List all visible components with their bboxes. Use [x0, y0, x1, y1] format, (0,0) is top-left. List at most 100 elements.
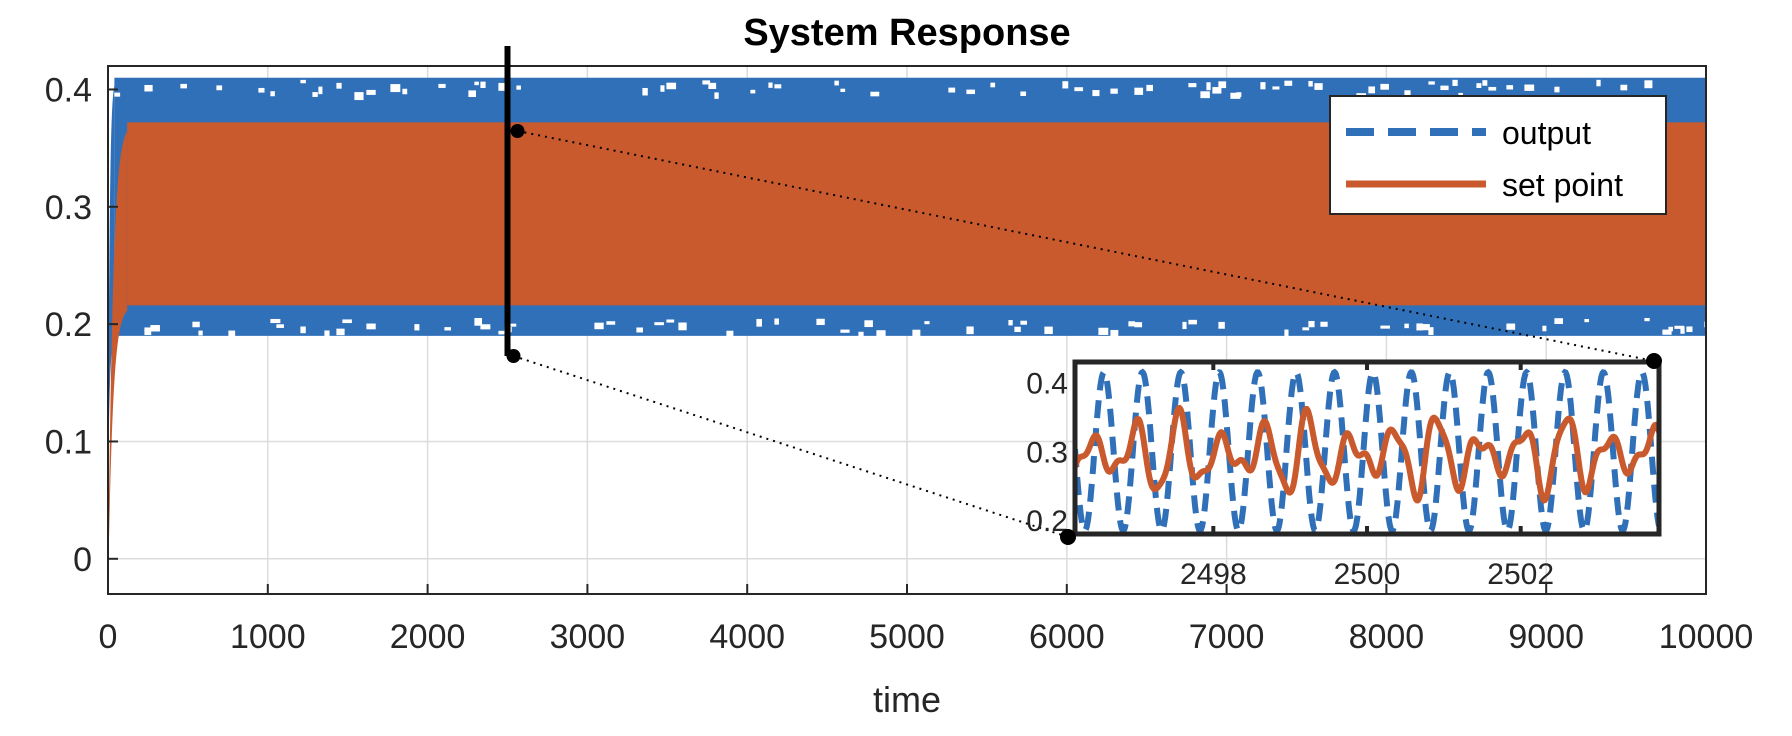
dash-gap — [228, 330, 236, 338]
dash-gap — [1284, 80, 1293, 86]
dash-gap — [1584, 319, 1589, 323]
series-transient — [108, 85, 115, 501]
dash-gap — [1236, 92, 1242, 97]
dash-gap — [480, 324, 491, 330]
y-tick-label: 0.2 — [45, 306, 92, 344]
x-axis-ticks: 0 1000 2000 3000 4000 5000 6000 7000 8000 9000 100… — [99, 584, 1753, 656]
x-axis-label: time — [873, 679, 941, 720]
dash-gap — [1680, 326, 1685, 334]
dash-gap — [702, 80, 711, 85]
dash-gap — [474, 317, 483, 326]
dash-gap — [1020, 91, 1027, 97]
dash-gap — [336, 328, 345, 336]
dash-gap — [1488, 86, 1497, 91]
dash-gap — [726, 330, 734, 338]
dash-gap — [660, 85, 665, 92]
dash-gap — [924, 321, 930, 325]
y-axis-ticks: 0 0.1 0.2 0.3 0.4 — [45, 71, 118, 579]
dash-gap — [1014, 326, 1021, 333]
dash-gap — [342, 319, 352, 324]
dash-gap — [1110, 88, 1118, 94]
dash-gap — [1218, 321, 1225, 329]
dash-gap — [144, 327, 152, 336]
dash-gap — [1062, 81, 1069, 89]
dash-gap — [666, 319, 675, 323]
y-tick-label: 0 — [73, 541, 92, 579]
dash-gap — [366, 323, 376, 330]
x-tick-label: 4000 — [709, 618, 785, 656]
dash-gap — [180, 83, 187, 89]
dash-gap — [816, 318, 825, 326]
dash-gap — [1404, 323, 1409, 329]
x-tick-label: 1000 — [230, 618, 306, 656]
inset-corner-dot-bottom — [1060, 529, 1076, 545]
dash-gap — [366, 89, 376, 95]
dash-gap — [1644, 317, 1650, 322]
legend-label-set-point: set point — [1502, 167, 1623, 203]
dash-gap — [480, 81, 486, 88]
legend-box — [1329, 95, 1667, 215]
dash-gap — [1380, 83, 1389, 90]
dash-gap — [1206, 82, 1211, 91]
x-tick-label: 7000 — [1189, 618, 1265, 656]
x-tick-label: 0 — [99, 618, 118, 656]
dash-gap — [516, 85, 521, 90]
dash-gap — [510, 323, 517, 327]
x-tick-label: 6000 — [1029, 618, 1105, 656]
dash-gap — [1284, 329, 1289, 338]
dash-gap — [324, 330, 330, 339]
y-tick-label: 0.1 — [45, 423, 92, 461]
dash-gap — [468, 90, 476, 98]
dash-gap — [870, 91, 880, 97]
dash-gap — [1368, 86, 1376, 94]
dash-gap — [1188, 83, 1197, 88]
inset-series-set-point — [1075, 404, 1659, 504]
dash-gap — [1188, 319, 1197, 325]
dash-gap — [1686, 326, 1693, 333]
dash-gap — [1074, 87, 1084, 92]
dash-gap — [1134, 87, 1144, 95]
dash-gap — [666, 82, 677, 90]
inset-y-axis-ticks: 0.2 0.3 0.4 — [1026, 368, 1068, 539]
dash-gap — [1596, 79, 1601, 87]
dash-gap — [1308, 80, 1313, 87]
dash-gap — [114, 92, 121, 97]
dash-gap — [414, 324, 420, 331]
dash-gap — [354, 92, 364, 101]
dash-gap — [1404, 90, 1411, 97]
dash-gap — [300, 326, 306, 334]
dash-gap — [1428, 327, 1434, 336]
dash-gap — [756, 318, 762, 327]
y-tick-label: 0.4 — [45, 71, 92, 109]
dash-gap — [1476, 83, 1482, 88]
dash-gap — [636, 327, 643, 333]
dash-gap — [678, 322, 687, 331]
dash-gap — [270, 318, 281, 324]
dash-gap — [1524, 84, 1535, 91]
dash-gap — [1134, 322, 1143, 328]
dash-gap — [594, 322, 604, 330]
dash-gap — [1422, 324, 1430, 331]
inset-x-axis-ticks: 2498 2500 2502 — [1180, 362, 1554, 591]
dash-gap — [444, 327, 451, 331]
dash-gap — [1416, 323, 1423, 331]
dash-gap — [1554, 86, 1560, 93]
dash-gap — [150, 325, 160, 332]
y-tick-label: 0.3 — [45, 189, 92, 227]
dash-gap — [336, 82, 342, 89]
dash-gap — [402, 88, 408, 95]
inset-x-tick-label: 2502 — [1487, 558, 1554, 591]
dash-gap — [1320, 321, 1328, 327]
dash-gap — [948, 87, 956, 93]
dash-gap — [912, 329, 921, 337]
dash-gap — [1308, 320, 1315, 328]
dash-gap — [1098, 327, 1109, 335]
x-tick-label: 9000 — [1508, 618, 1584, 656]
dash-gap — [300, 79, 306, 84]
inset-x-tick-label: 2500 — [1334, 558, 1401, 591]
inset-y-tick-label: 0.4 — [1026, 368, 1068, 401]
dash-gap — [1668, 326, 1673, 332]
dash-gap — [312, 92, 318, 97]
dash-gap — [1260, 82, 1266, 90]
dash-gap — [774, 84, 782, 89]
